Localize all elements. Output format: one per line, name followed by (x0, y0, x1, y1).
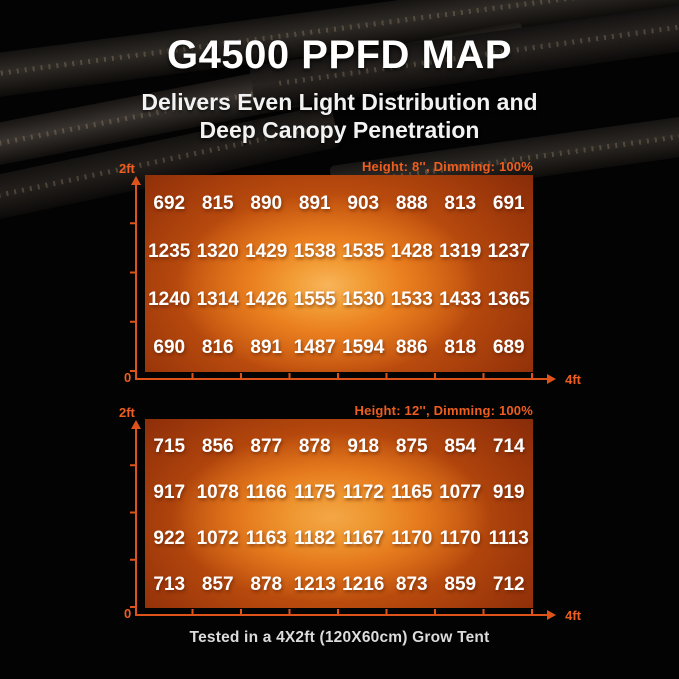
ppfd-value: 878 (250, 574, 283, 595)
y-axis-line (135, 427, 137, 616)
ppfd-value: 1170 (439, 528, 481, 549)
ppfd-value: 1594 (342, 337, 385, 358)
ppfd-chart-8in: Height: 8'', Dimming: 100% 2ft 692 815 890… (119, 159, 581, 387)
ppfd-value: 1426 (245, 289, 288, 310)
ppfd-value: 1314 (196, 289, 239, 310)
y-axis-arrow-icon (131, 420, 141, 429)
y-axis-line (135, 183, 137, 380)
condition-label: Height: 8'', Dimming: 100% (361, 159, 533, 174)
ppfd-value: 715 (153, 436, 186, 457)
x-axis-line (135, 374, 556, 384)
ppfd-value: 859 (444, 574, 477, 595)
ppfd-value: 1072 (196, 528, 239, 549)
ppfd-value: 690 (153, 337, 186, 358)
ppfd-value: 1172 (342, 482, 384, 503)
ppfd-value: 873 (395, 574, 428, 595)
ppfd-value: 854 (444, 436, 477, 457)
axis-origin-label: 0 (124, 370, 132, 385)
ppfd-value: 1555 (293, 289, 336, 310)
condition-label: Height: 12'', Dimming: 100% (354, 403, 533, 418)
ppfd-value: 1319 (439, 241, 482, 262)
y-axis-ticks (130, 419, 135, 608)
ppfd-value: 1170 (391, 528, 433, 549)
ppfd-value: 891 (250, 337, 283, 358)
ppfd-value: 818 (444, 337, 477, 358)
ppfd-value: 816 (201, 337, 234, 358)
ppfd-value: 1165 (391, 482, 433, 503)
ppfd-value: 712 (492, 574, 525, 595)
ppfd-chart-12in: Height: 12'', Dimming: 100% 2ft 715 856 87… (119, 403, 581, 623)
ppfd-value: 1163 (245, 528, 287, 549)
ppfd-value: 1433 (439, 289, 482, 310)
ppfd-value: 890 (250, 193, 283, 214)
ppfd-value: 1530 (342, 289, 385, 310)
ppfd-value: 891 (298, 193, 331, 214)
ppfd-value: 856 (201, 436, 234, 457)
ppfd-value: 878 (298, 436, 331, 457)
ppfd-value: 918 (347, 436, 380, 457)
subtitle-line-2: Deep Canopy Penetration (199, 117, 480, 144)
y-axis-ticks (130, 175, 135, 372)
ppfd-value: 875 (395, 436, 428, 457)
axis-origin-label: 0 (124, 606, 132, 621)
ppfd-value: 1538 (293, 241, 336, 262)
ppfd-value: 1078 (196, 482, 239, 503)
ppfd-value: 1320 (196, 241, 239, 262)
ppfd-value: 1213 (293, 574, 336, 595)
x-axis-arrow-icon (547, 610, 556, 620)
ppfd-value: 813 (444, 193, 477, 214)
ppfd-value: 919 (492, 482, 525, 503)
ppfd-value: 1216 (342, 574, 385, 595)
ppfd-value: 691 (492, 193, 525, 214)
y-axis-arrow-icon (131, 176, 141, 185)
ppfd-value-grid: 692 815 890 891 903 888 813 691 1235 1320 1429 1538… (145, 180, 533, 372)
ppfd-value: 713 (153, 574, 186, 595)
ppfd-value-grid: 715 856 877 878 918 875 854 714 917 1078 1166 1175 1… (145, 424, 533, 608)
ppfd-value: 886 (395, 337, 428, 358)
ppfd-value: 1240 (148, 289, 191, 310)
test-condition-caption: Tested in a 4X2ft (120X60cm) Grow Tent (189, 629, 490, 646)
ppfd-value: 689 (492, 337, 525, 358)
ppfd-value: 1237 (487, 241, 530, 262)
page-title: G4500 PPFD MAP (167, 33, 512, 77)
ppfd-value: 1429 (245, 241, 288, 262)
ppfd-value: 692 (153, 193, 186, 214)
ppfd-value: 1077 (439, 482, 482, 503)
ppfd-value: 1167 (342, 528, 384, 549)
ppfd-value: 1235 (148, 241, 191, 262)
ppfd-value: 1175 (294, 482, 336, 503)
ppfd-value: 1113 (488, 528, 529, 549)
x-axis-max-label: 4ft (565, 372, 581, 387)
ppfd-value: 1428 (390, 241, 433, 262)
subtitle-line-1: Delivers Even Light Distribution and (141, 89, 538, 115)
ppfd-value: 917 (153, 482, 186, 503)
ppfd-value: 714 (492, 436, 525, 457)
ppfd-value: 1166 (245, 482, 287, 503)
ppfd-value: 857 (201, 574, 234, 595)
ppfd-value: 1533 (390, 289, 433, 310)
ppfd-value: 1182 (294, 528, 336, 549)
page-subtitle: Delivers Even Light Distribution and Dee… (0, 88, 679, 144)
x-axis-arrow-icon (547, 374, 556, 384)
ppfd-value: 815 (201, 193, 234, 214)
x-axis-line (135, 610, 556, 620)
ppfd-value: 888 (395, 193, 428, 214)
ppfd-value: 1487 (293, 337, 336, 358)
ppfd-value: 1365 (487, 289, 530, 310)
x-axis-ticks (145, 373, 533, 378)
ppfd-value: 922 (153, 528, 186, 549)
ppfd-value: 1535 (342, 241, 385, 262)
heatmap-surface (145, 419, 533, 608)
ppfd-value: 903 (347, 193, 380, 214)
x-axis-max-label: 4ft (565, 608, 581, 623)
x-axis-ticks (145, 609, 533, 614)
heatmap-surface (145, 175, 533, 372)
y-axis-max-label: 2ft (119, 405, 135, 420)
y-axis-max-label: 2ft (119, 161, 135, 176)
ppfd-value: 877 (250, 436, 283, 457)
